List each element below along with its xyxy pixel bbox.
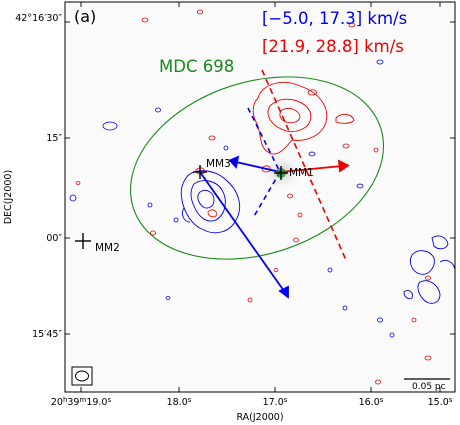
y-axis-label: DEC(J2000) [3, 170, 14, 224]
red-outflow-axis [261, 69, 347, 261]
mdc-ellipse [129, 76, 385, 260]
ra-tick-0: 20h39m19.0s [51, 396, 112, 408]
source-mm3 [193, 165, 207, 179]
blue-arrow-south [199, 171, 289, 299]
label-mm3: MM3 [206, 158, 231, 170]
cloud-label: MDC 698 [159, 57, 234, 76]
beam-indicator [71, 366, 93, 386]
noise-contours [69, 9, 432, 385]
ra-tick-1: 18.0s [167, 396, 192, 408]
blue-outflow-axis-north [247, 107, 281, 173]
red-velocity-range: [21.9, 28.8] km/s [262, 37, 404, 56]
dec-tick-3: 15′45″ [32, 329, 62, 340]
dec-tick-0: 42°16′30″ [15, 13, 62, 24]
blue-lobe-contours [180, 170, 240, 234]
ra-tick-3: 16.0s [359, 396, 384, 408]
axis-ticks [65, 2, 455, 392]
source-mm2 [75, 233, 91, 249]
dec-tick-2: 00″ [46, 233, 62, 244]
red-contours-edge [411, 275, 431, 323]
label-mm1: MM1 [289, 167, 314, 179]
x-axis-label: RA(J2000) [236, 412, 283, 423]
plot-frame [64, 1, 456, 393]
source-mm1 [274, 166, 288, 180]
scale-bar-label: 0.05 pc [412, 382, 446, 392]
blue-arrow-west [228, 155, 281, 173]
panel-label: (a) [74, 7, 96, 26]
ra-tick-2: 17.0s [263, 396, 288, 408]
label-mm2: MM2 [95, 242, 120, 254]
ra-tick-4: 15.0s [428, 396, 453, 408]
red-arrow [279, 159, 350, 173]
blue-velocity-range: [−5.0, 17.3] km/s [262, 9, 407, 28]
dec-tick-1: 15″ [46, 133, 62, 144]
red-lobe-contours [252, 82, 355, 155]
image-background [65, 2, 455, 392]
scale-bar: 0.05 pc [404, 378, 450, 392]
